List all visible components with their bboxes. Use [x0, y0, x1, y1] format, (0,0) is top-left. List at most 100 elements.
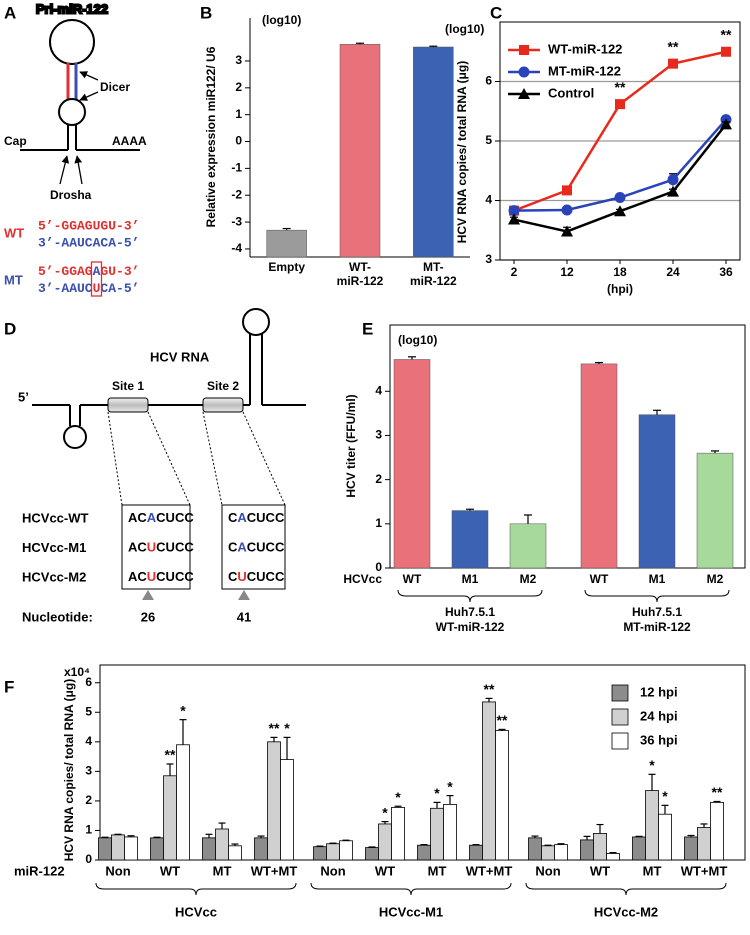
nucleotide: U	[237, 569, 246, 584]
x-tick-label: WT	[590, 572, 609, 586]
zoom-line	[202, 411, 223, 506]
y-tick-label: 3	[85, 764, 92, 778]
legend-label: Control	[548, 85, 594, 100]
bar	[326, 843, 340, 861]
nucleotide: CUCC	[156, 510, 194, 525]
site-box	[107, 397, 149, 413]
sequence: ACUCUCC	[128, 569, 194, 584]
marker	[561, 225, 573, 237]
legend-swatch	[611, 708, 629, 726]
marker	[615, 99, 625, 110]
zoom-line	[107, 411, 123, 506]
x-tick-label: M1	[462, 572, 479, 586]
panel-label: C	[490, 3, 502, 22]
bar	[580, 839, 594, 861]
significance: *	[395, 789, 401, 805]
bar	[696, 452, 734, 569]
legend-swatch	[611, 684, 629, 702]
bar	[378, 823, 392, 861]
bar	[280, 759, 294, 861]
marker	[721, 46, 731, 57]
nucleotide: U	[147, 569, 156, 584]
nucleotide: C	[228, 569, 238, 584]
significance: *	[447, 778, 453, 794]
bar	[176, 744, 190, 861]
y-tick-label: 6	[85, 675, 92, 689]
significance: *	[649, 757, 655, 773]
nucleotide: AC	[128, 569, 147, 584]
marker	[720, 118, 732, 130]
x-tick-label: 24	[666, 265, 680, 279]
y-tick-label: 6	[485, 74, 492, 88]
x-tick-label: WT	[590, 863, 610, 878]
position-marker	[142, 590, 154, 600]
y-tick-label: 3	[235, 53, 242, 67]
five-prime: 5’	[18, 389, 29, 404]
arrow	[79, 91, 99, 101]
y-unit: (log10)	[445, 22, 484, 36]
x-tick-label: 12	[560, 265, 574, 279]
y-tick-label: 4	[485, 193, 492, 207]
marker	[667, 174, 679, 186]
nucleotide: CUCC	[247, 569, 285, 584]
bar	[495, 730, 509, 861]
y-multiplier: x10⁴	[64, 665, 90, 679]
panel-label: B	[200, 3, 212, 22]
nucleotide: AC	[128, 540, 147, 555]
group-label: HCVcc-M2	[594, 904, 658, 919]
bar	[710, 801, 724, 861]
sequence: 3’-AAUCUCA-5’	[38, 281, 139, 296]
row-label: HCVcc-M1	[22, 540, 86, 555]
nucleotide: C	[228, 510, 238, 525]
annotation: **	[721, 27, 732, 43]
loop	[242, 308, 270, 336]
bar	[482, 701, 496, 861]
y-tick-label: 2	[375, 472, 382, 486]
highlight-box	[90, 261, 103, 297]
marker	[614, 205, 626, 217]
bar	[228, 845, 242, 861]
y-tick-label: 5	[85, 704, 92, 718]
site-box	[202, 397, 244, 413]
mt-label: MT	[4, 272, 23, 287]
loop	[49, 19, 95, 65]
bar	[313, 846, 327, 861]
bar	[509, 523, 547, 569]
bar	[124, 836, 138, 861]
x-tick-label: MT	[428, 863, 447, 878]
brace	[525, 882, 727, 896]
position: 26	[141, 609, 155, 624]
sequence: CACUCC	[228, 540, 285, 555]
diagram-d: HCV RNA 5’ Site 1 Site 2 Nucleotide: 26 …	[18, 308, 306, 624]
zoom-box	[121, 504, 191, 590]
loop	[63, 425, 87, 449]
diagram-a: Pri-miR-122 Cap AAAA Dicer Drosha WT 5’-…	[4, 0, 147, 297]
x-tick-label: Non	[105, 863, 130, 878]
x-tick-label: 36	[719, 265, 733, 279]
zoom-box	[221, 504, 286, 590]
loop	[58, 98, 86, 126]
significance: *	[284, 720, 290, 736]
y-tick-label: 1	[85, 823, 92, 837]
y-tick-label: 3	[375, 428, 382, 442]
nucleotide: AC	[128, 510, 147, 525]
bar	[266, 229, 307, 258]
y-tick-label: 0	[85, 852, 92, 866]
y-unit: (log10)	[398, 333, 437, 347]
marker	[667, 185, 679, 197]
x-tick-label: miR-122	[337, 274, 384, 288]
drosha: Drosha	[50, 188, 92, 202]
x-tick-label: Non	[535, 863, 560, 878]
annotation: **	[615, 79, 626, 95]
panel-label: D	[4, 319, 16, 338]
bar	[417, 844, 431, 861]
x-tick-label: WT+MT	[681, 863, 728, 878]
group-label: HCVcc	[175, 904, 217, 919]
legend-label: WT-miR-122	[548, 41, 622, 56]
bar	[469, 844, 483, 861]
bar	[393, 359, 431, 569]
panel-label: E	[362, 319, 373, 338]
y-tick-label: -3	[231, 214, 242, 228]
y-axis-label: HCV RNA copies/ total RNA (μg)	[455, 61, 469, 243]
x-tick-label: WT	[403, 572, 422, 586]
